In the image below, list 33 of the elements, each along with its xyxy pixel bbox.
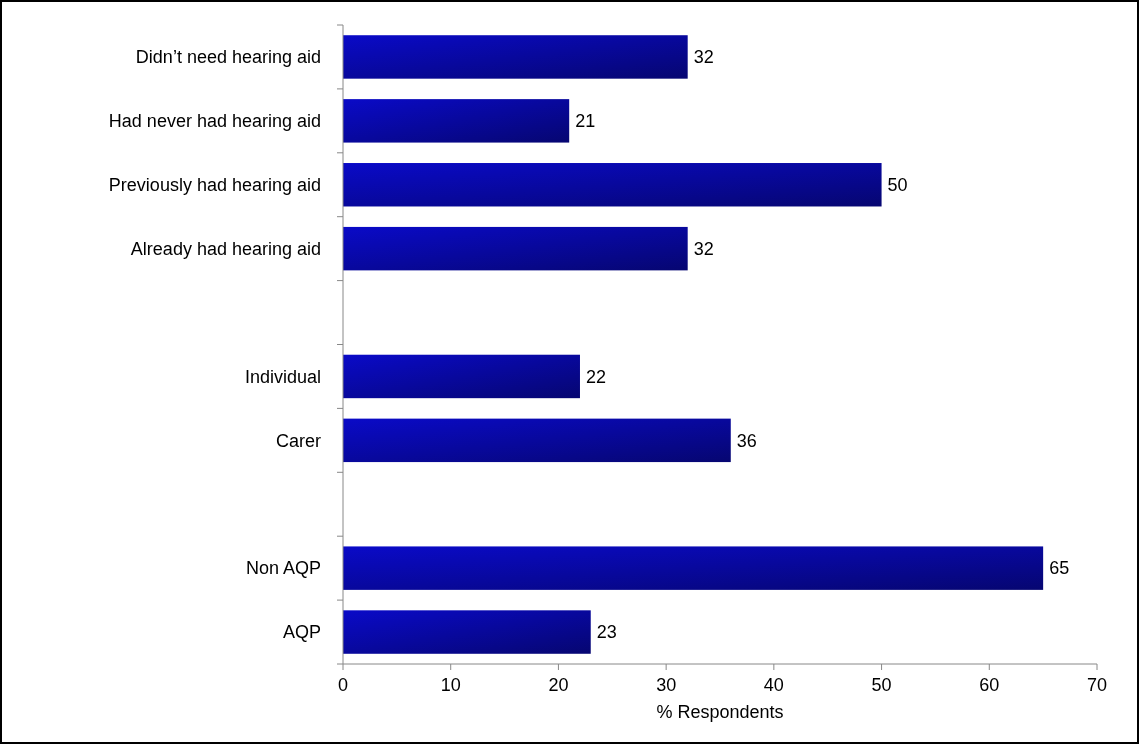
x-tick-label: 30 <box>656 675 677 695</box>
data-label: 36 <box>736 430 757 451</box>
bar <box>343 35 688 79</box>
y-tick-label: Already had hearing aid <box>130 238 321 259</box>
data-label: 32 <box>693 238 714 259</box>
y-tick-label: Carer <box>275 430 321 451</box>
y-tick-label: Previously had hearing aid <box>108 175 321 196</box>
x-tick-label: 70 <box>1086 675 1108 695</box>
y-tick-label: Had never had hearing aid <box>108 111 321 132</box>
data-label: 21 <box>575 111 596 132</box>
data-label: 65 <box>1049 558 1070 579</box>
y-tick-label: AQP <box>282 622 321 643</box>
bar <box>343 226 688 271</box>
y-tick-label: Didn’t need hearing aid <box>135 47 321 68</box>
data-label: 32 <box>693 47 714 68</box>
x-tick-label: 20 <box>548 675 569 695</box>
x-tick-label: 40 <box>763 675 784 695</box>
bar <box>343 163 882 207</box>
data-label: 23 <box>596 622 617 643</box>
x-tick-label: 50 <box>871 675 892 695</box>
data-label: 50 <box>887 175 908 196</box>
x-axis-title: % Respondents <box>656 702 784 722</box>
x-tick-label: 60 <box>979 675 1000 695</box>
x-tick-label: 0 <box>337 675 349 695</box>
bar <box>343 418 731 463</box>
x-tick-label: 10 <box>440 675 461 695</box>
bar <box>343 610 591 654</box>
y-tick-label: Non AQP <box>245 558 321 579</box>
data-label: 22 <box>585 366 606 387</box>
bar <box>343 354 580 399</box>
bar <box>343 99 570 143</box>
bar <box>343 546 1044 590</box>
y-tick-label: Individual <box>244 366 321 387</box>
